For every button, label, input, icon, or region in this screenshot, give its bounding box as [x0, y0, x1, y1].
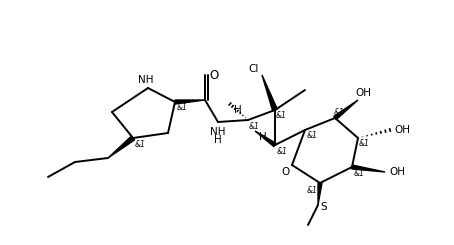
Text: &1: &1 [306, 131, 317, 139]
Text: &1: &1 [306, 185, 317, 195]
Polygon shape [255, 131, 276, 147]
Text: H: H [214, 135, 222, 145]
Text: NH: NH [138, 75, 154, 85]
Text: Cl: Cl [249, 64, 259, 74]
Polygon shape [175, 100, 205, 104]
Text: OH: OH [394, 125, 410, 135]
Text: NH: NH [210, 127, 226, 137]
Polygon shape [108, 136, 134, 158]
Text: &1: &1 [177, 102, 188, 111]
Polygon shape [352, 165, 385, 172]
Polygon shape [262, 75, 277, 111]
Text: &1: &1 [354, 169, 365, 177]
Text: O: O [209, 69, 219, 82]
Text: H: H [259, 132, 267, 142]
Polygon shape [334, 100, 358, 120]
Text: OH: OH [355, 88, 371, 98]
Text: OH: OH [389, 167, 405, 177]
Text: S: S [321, 202, 327, 212]
Text: &1: &1 [276, 147, 287, 156]
Text: &1: &1 [276, 110, 286, 120]
Text: O: O [281, 167, 289, 177]
Text: &1: &1 [359, 138, 370, 147]
Text: &1: &1 [248, 122, 259, 131]
Text: &1: &1 [334, 108, 345, 117]
Polygon shape [318, 183, 322, 205]
Text: H: H [234, 105, 242, 115]
Text: &1: &1 [134, 139, 145, 148]
